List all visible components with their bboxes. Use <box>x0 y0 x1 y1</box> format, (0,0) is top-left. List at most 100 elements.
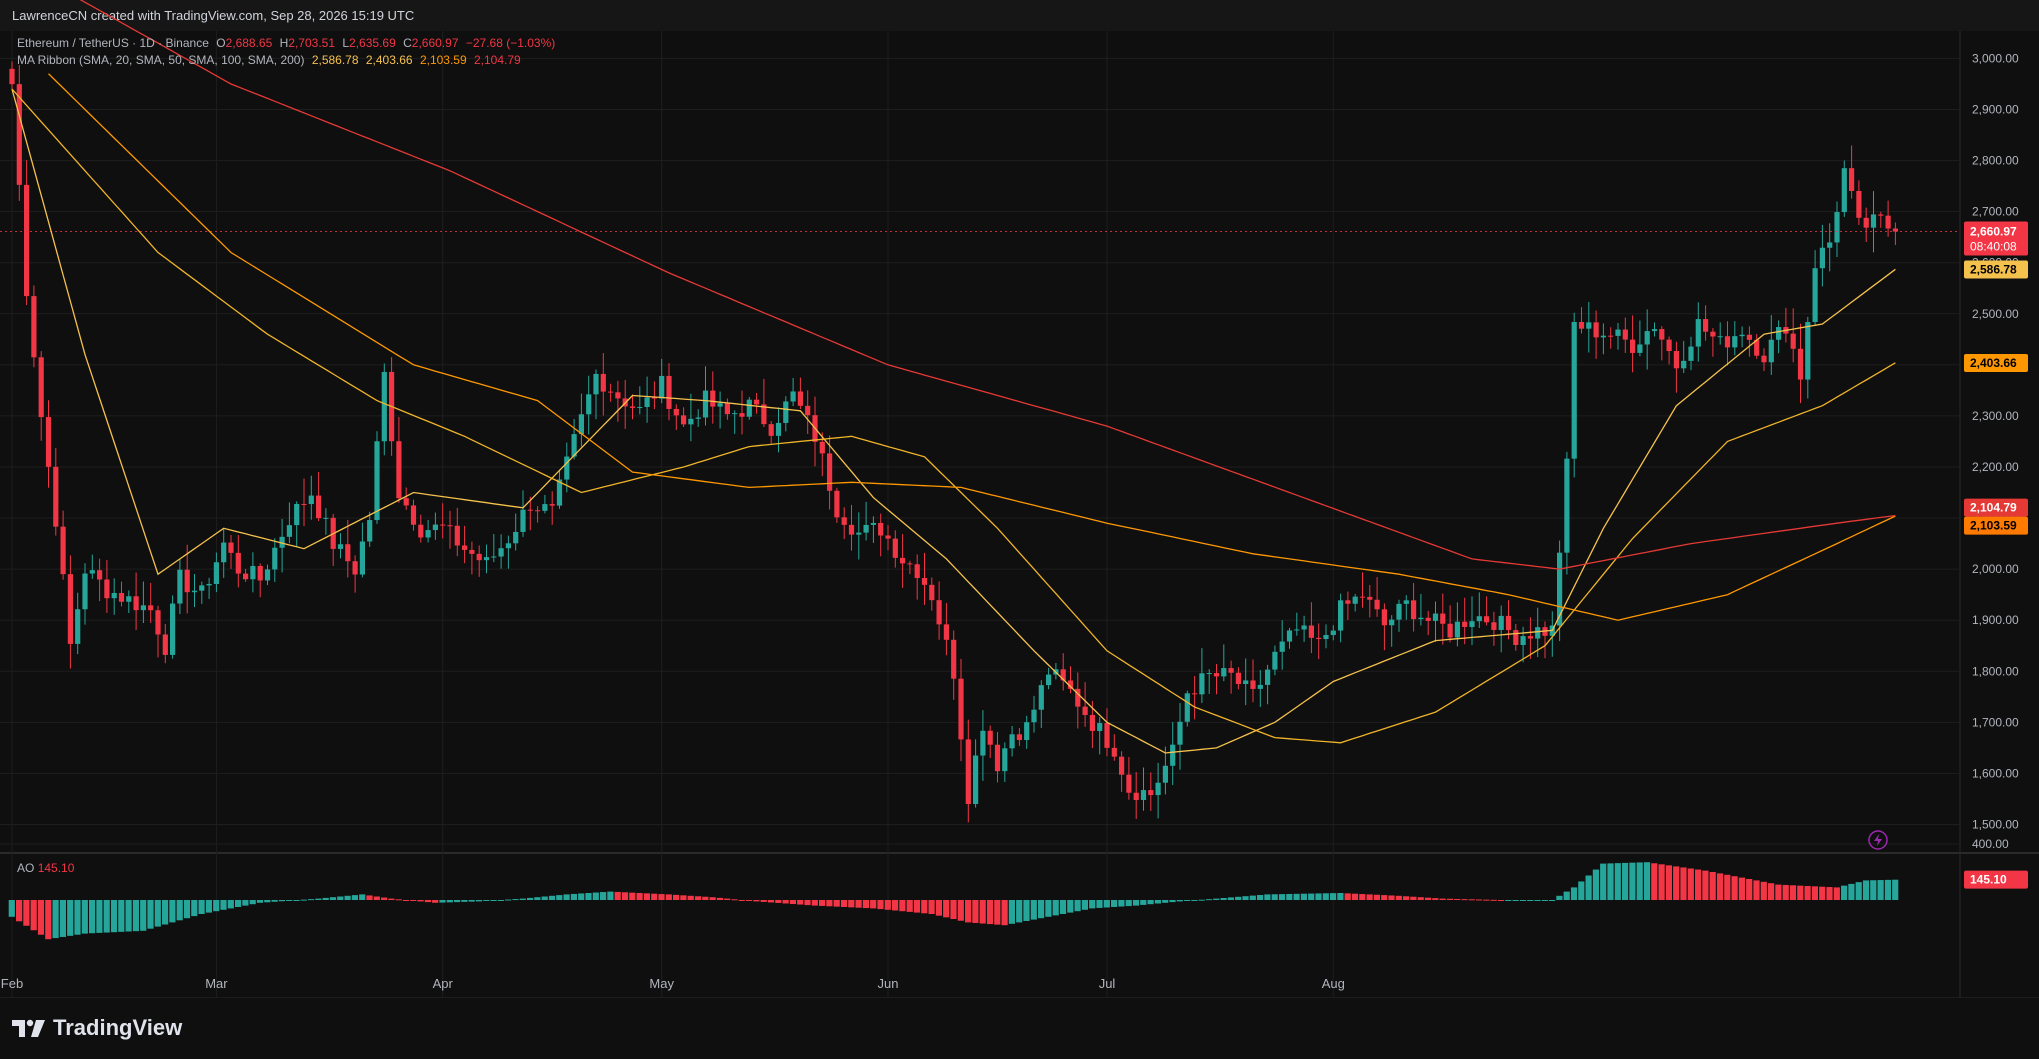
ao-bar <box>738 900 745 901</box>
ao-bar <box>1804 886 1811 900</box>
ma-ribbon-title: MA Ribbon (SMA, 20, SMA, 50, SMA, 100, S… <box>17 53 305 67</box>
ao-bar <box>1176 900 1183 902</box>
candle-body <box>600 373 606 392</box>
candle-body <box>82 573 88 610</box>
candle-body <box>462 545 468 550</box>
symbol-title: Ethereum / TetherUS · 1D · Binance <box>17 36 209 50</box>
ao-bar <box>1636 862 1643 900</box>
ao-bar <box>286 900 293 901</box>
ao-bar <box>1059 900 1067 914</box>
ao-bar <box>227 900 234 909</box>
open-value: 2,688.65 <box>225 36 273 50</box>
candle-body <box>863 524 869 533</box>
ao-bar <box>1695 869 1702 900</box>
ao-bar <box>1570 887 1578 900</box>
candle-body <box>1739 334 1745 337</box>
candle-body <box>1593 322 1599 338</box>
ao-bar <box>1673 866 1680 900</box>
ao-bar <box>497 900 504 901</box>
candle-body <box>264 569 271 581</box>
ao-bar <box>1432 898 1439 900</box>
ao-bar <box>986 900 994 925</box>
ao-bar <box>1205 899 1213 901</box>
ao-bar <box>402 900 410 901</box>
alert-icon-ring <box>1868 830 1888 850</box>
ao-bar <box>1132 900 1140 906</box>
candle-body <box>432 524 438 531</box>
ao-bar <box>191 900 198 917</box>
ao-bar <box>1454 898 1461 900</box>
ao-bar <box>935 900 942 916</box>
candle-body <box>593 373 599 395</box>
ao-bar <box>643 893 650 900</box>
ao-bar <box>1220 898 1227 900</box>
candle-body <box>1046 674 1052 686</box>
ao-bar <box>680 895 687 900</box>
tradingview-logo[interactable]: TradingView <box>12 1015 182 1041</box>
candle-body <box>1849 168 1855 191</box>
chart-grid <box>0 31 2039 999</box>
candle-body <box>827 453 833 491</box>
candle-body <box>951 639 957 679</box>
candle-body <box>819 441 825 454</box>
candle-body <box>535 510 541 512</box>
ao-bar <box>140 900 147 931</box>
ao-bar <box>1848 883 1855 900</box>
ao-bar <box>1096 900 1103 908</box>
ao-bar <box>30 900 37 931</box>
candlestick-series <box>0 61 1960 823</box>
candle-body <box>775 422 782 436</box>
ao-bar <box>665 894 672 900</box>
candle-body <box>1754 339 1760 356</box>
ao-bar <box>213 900 220 912</box>
candle-body <box>1425 617 1431 621</box>
candle-body <box>1308 625 1314 638</box>
ao-bar <box>249 900 256 905</box>
ao-bar <box>614 891 621 900</box>
x-tick-label: Jul <box>1099 976 1116 991</box>
candle-body <box>892 538 898 558</box>
ao-bar <box>1198 899 1205 901</box>
ao-bar <box>1089 900 1096 909</box>
lightning-alert-icon <box>1868 830 1888 850</box>
ao-bar <box>1381 895 1388 900</box>
ao-bar <box>220 900 227 910</box>
candle-body <box>1338 600 1344 631</box>
ao-bar <box>59 900 66 937</box>
price-axis: 1,500.00 1,600.00 1,700.00 1,800.00 1,900.00… <box>1972 51 2019 851</box>
candle-body <box>1870 214 1877 228</box>
ao-bar <box>1483 899 1490 901</box>
candle-body <box>38 357 44 418</box>
high-label: H <box>279 36 289 50</box>
candle-body <box>272 547 278 570</box>
ao-bar <box>1184 900 1191 901</box>
candle-body <box>447 525 453 527</box>
ao-bar <box>242 900 249 906</box>
y-tick-label: 2,900.00 <box>1972 102 2019 116</box>
candle-body <box>1396 603 1402 620</box>
ao-bar <box>840 900 848 907</box>
ao-bar <box>1030 900 1037 920</box>
ao-bar <box>169 900 176 923</box>
ao-bar <box>1023 900 1030 921</box>
ma200-line <box>79 0 1896 570</box>
candle-body <box>1104 723 1110 748</box>
candle-body <box>1199 673 1205 695</box>
candle-body <box>1381 609 1387 626</box>
ao-bar <box>417 900 424 902</box>
ao-bar <box>300 899 307 901</box>
ao-bar <box>1366 894 1373 900</box>
candle-body <box>381 371 387 442</box>
ao-bar <box>424 900 431 903</box>
candle-body <box>1374 599 1380 610</box>
awesome-oscillator-histogram <box>8 862 1899 940</box>
x-tick-label: Aug <box>1322 976 1345 991</box>
ao-bar <box>1855 882 1862 900</box>
ao-bar <box>118 900 125 932</box>
candle-body <box>294 503 300 526</box>
ao-bar <box>468 900 475 902</box>
ao-bar <box>556 895 563 900</box>
candle-body <box>1162 765 1168 783</box>
